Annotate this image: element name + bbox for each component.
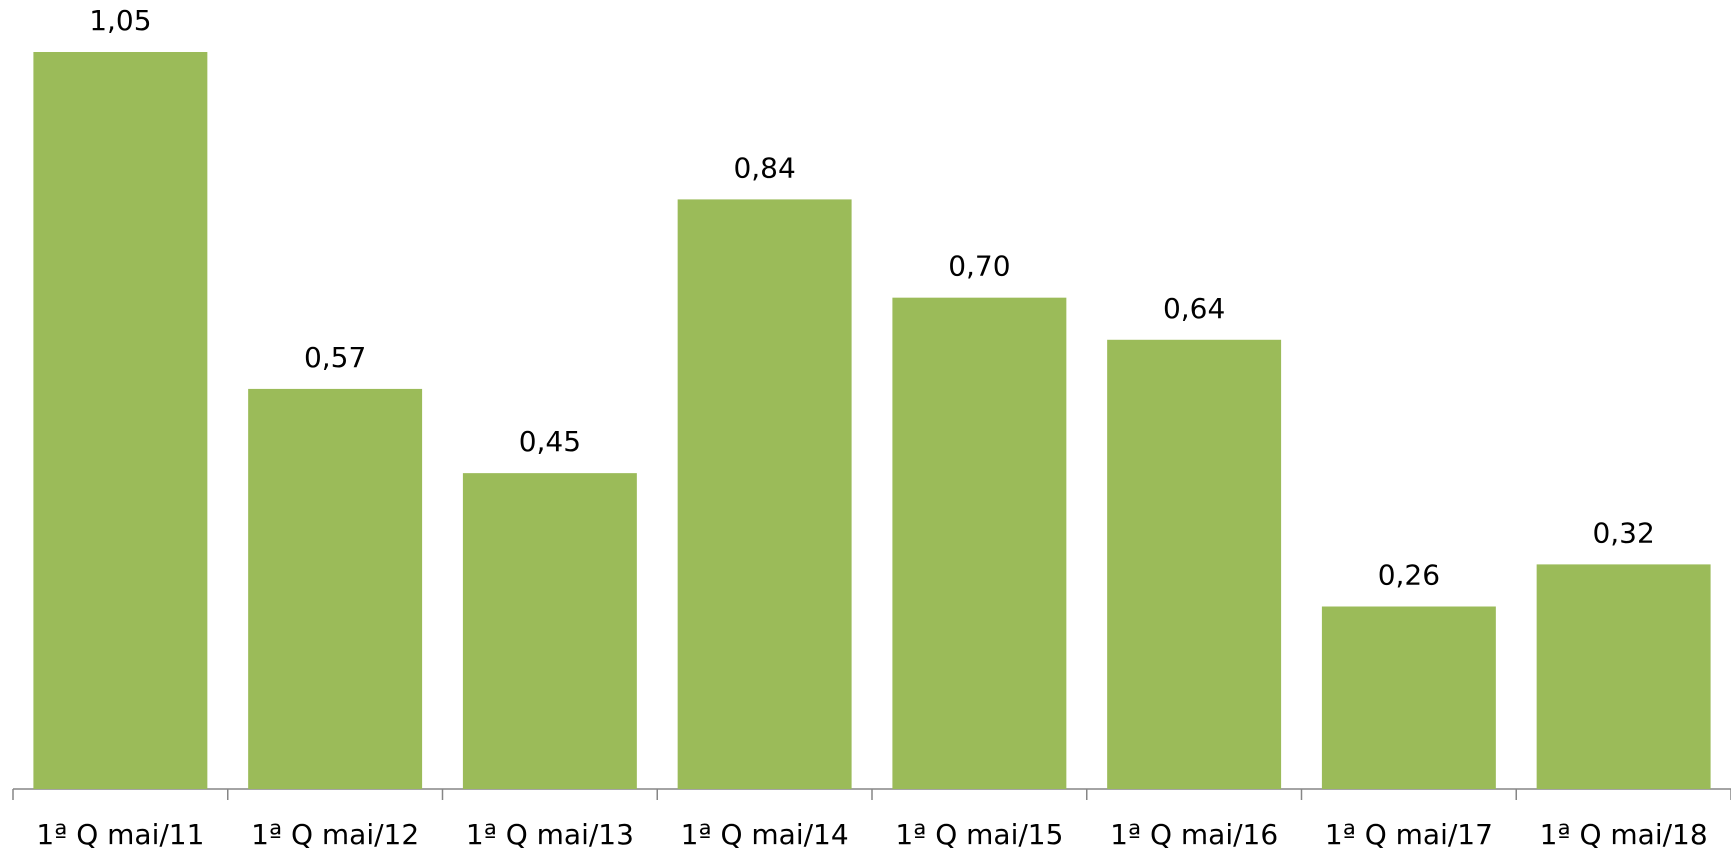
x-tick-label: 1ª Q mai/14 — [681, 818, 849, 851]
bar — [33, 52, 208, 789]
data-label: 0,32 — [1592, 516, 1654, 549]
x-tick-label: 1ª Q mai/12 — [251, 818, 419, 851]
bar — [1536, 564, 1711, 789]
bar — [1107, 339, 1282, 789]
data-label: 0,84 — [733, 151, 795, 184]
x-tick-label: 1ª Q mai/17 — [1325, 818, 1493, 851]
x-tick-label: 1ª Q mai/16 — [1110, 818, 1278, 851]
bar — [1321, 606, 1496, 789]
bar — [892, 297, 1067, 789]
data-label: 1,05 — [89, 4, 151, 37]
bar — [677, 199, 852, 789]
x-tick-label: 1ª Q mai/15 — [895, 818, 1063, 851]
data-label: 0,57 — [304, 341, 366, 374]
x-tick-label: 1ª Q mai/11 — [36, 818, 204, 851]
data-label: 0,64 — [1163, 292, 1225, 325]
data-label: 0,26 — [1378, 559, 1440, 592]
bar — [248, 388, 423, 789]
bar — [462, 473, 637, 789]
data-label: 0,70 — [948, 250, 1010, 283]
data-label: 0,45 — [519, 425, 581, 458]
x-tick-label: 1ª Q mai/13 — [466, 818, 634, 851]
x-tick-label: 1ª Q mai/18 — [1540, 818, 1708, 851]
